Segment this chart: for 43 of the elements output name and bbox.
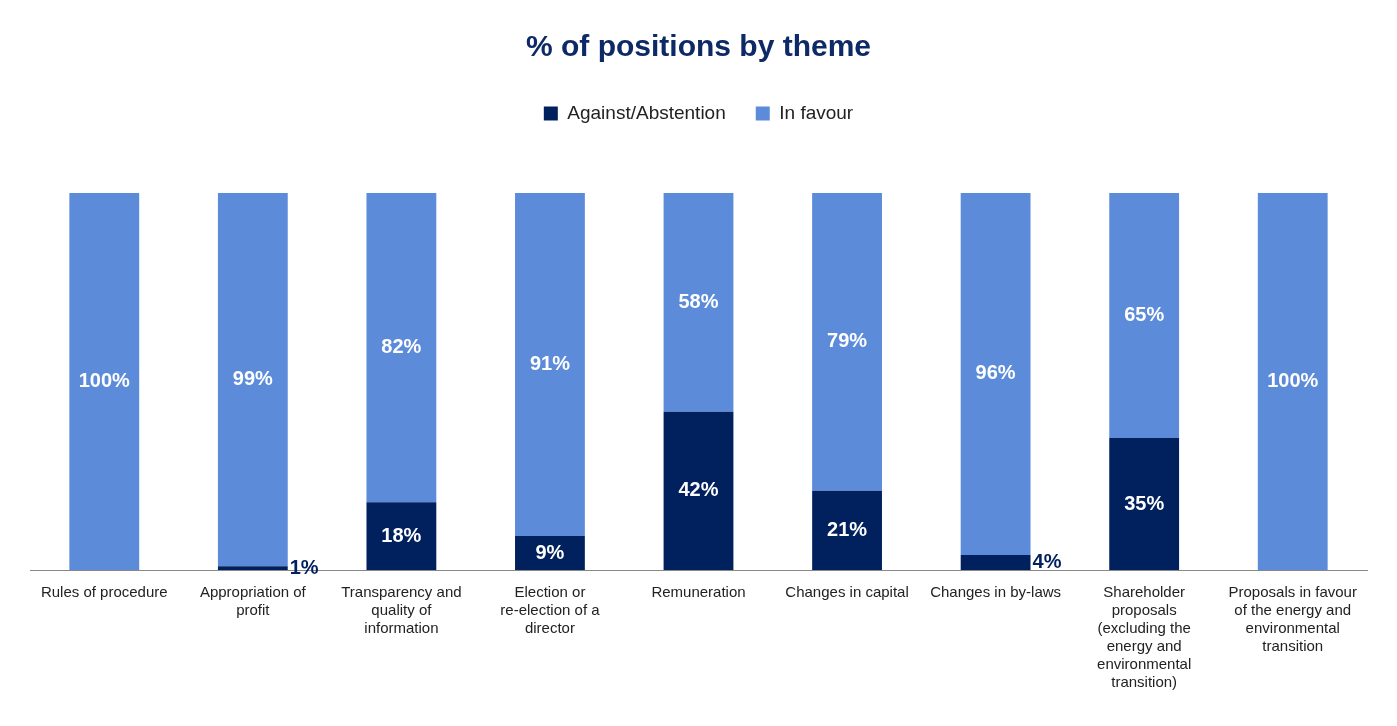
bar [366, 193, 437, 503]
data-label: 100% [1267, 369, 1319, 392]
x-tick-label: Remuneration [651, 583, 746, 601]
bar [1257, 193, 1328, 570]
bar [812, 193, 882, 491]
data-label: 18% [381, 523, 422, 546]
bar [960, 554, 1031, 570]
x-tick-label: Transparency and quality of information [341, 583, 462, 637]
data-label: 42% [678, 478, 719, 501]
data-label: 4% [1032, 549, 1062, 572]
bar [69, 193, 140, 570]
data-label: 99% [232, 367, 274, 390]
data-label: 82% [381, 335, 422, 358]
data-label: 79% [827, 329, 868, 352]
data-label: 100% [78, 369, 131, 392]
bar [663, 411, 734, 570]
bar [217, 566, 288, 570]
chart-title: % of positions by theme [525, 29, 872, 63]
x-tick-label: Rules of procedure [40, 583, 168, 601]
bar [1109, 193, 1180, 439]
bar [1109, 438, 1180, 570]
bar [812, 490, 882, 570]
data-label: 96% [975, 361, 1016, 384]
x-tick-label: Shareholder proposals (excluding the energy and environmental transition) [1097, 583, 1192, 691]
data-label: 1% [289, 555, 319, 578]
x-tick-label: Proposals in favour of the energy and environmental transition [1228, 583, 1357, 655]
x-tick-label: Changes in capital [785, 583, 909, 601]
bar [960, 193, 1031, 555]
bar [366, 502, 437, 570]
legend-label: In favour [779, 101, 854, 123]
data-label: 21% [827, 517, 868, 540]
data-label: 9% [535, 540, 565, 563]
data-label: 91% [529, 352, 571, 375]
x-tick-label: Changes in by-laws [930, 583, 1062, 601]
bar [515, 193, 585, 537]
x-tick-label: Appropriation of profit [199, 583, 307, 619]
data-label: 58% [678, 289, 719, 312]
data-label: 65% [1124, 303, 1165, 326]
x-tick-label: Election or re-election of a director [500, 583, 601, 637]
data-label: 35% [1124, 491, 1165, 514]
bar [217, 193, 288, 567]
legend-label: Against/Abstention [567, 101, 726, 123]
bar [663, 193, 734, 412]
